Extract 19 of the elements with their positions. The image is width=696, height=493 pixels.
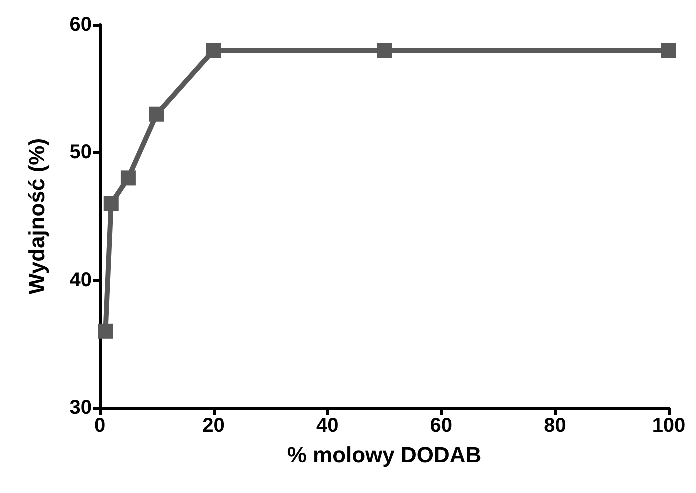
y-tick-label: 40 <box>70 269 92 292</box>
x-tick-label: 80 <box>544 415 566 437</box>
point <box>662 43 676 58</box>
point <box>98 324 114 339</box>
y-tick-label: 30 <box>70 397 92 419</box>
point <box>120 170 136 186</box>
y-axis-title: Wydajność (%) <box>24 138 50 295</box>
x-tick-label: 100 <box>652 415 686 437</box>
x-tick-label: 20 <box>202 415 225 437</box>
x-tick-label: 0 <box>94 415 106 437</box>
point <box>206 43 222 58</box>
y-tick-label: 60 <box>70 14 92 36</box>
point <box>104 196 119 212</box>
point <box>377 43 392 58</box>
x-tick-label: 60 <box>430 415 453 437</box>
x-axis-title: % molowy DODAB <box>287 442 482 468</box>
y-tick-label: 50 <box>70 142 92 164</box>
x-tick-label: 40 <box>316 415 339 437</box>
point <box>149 106 164 122</box>
